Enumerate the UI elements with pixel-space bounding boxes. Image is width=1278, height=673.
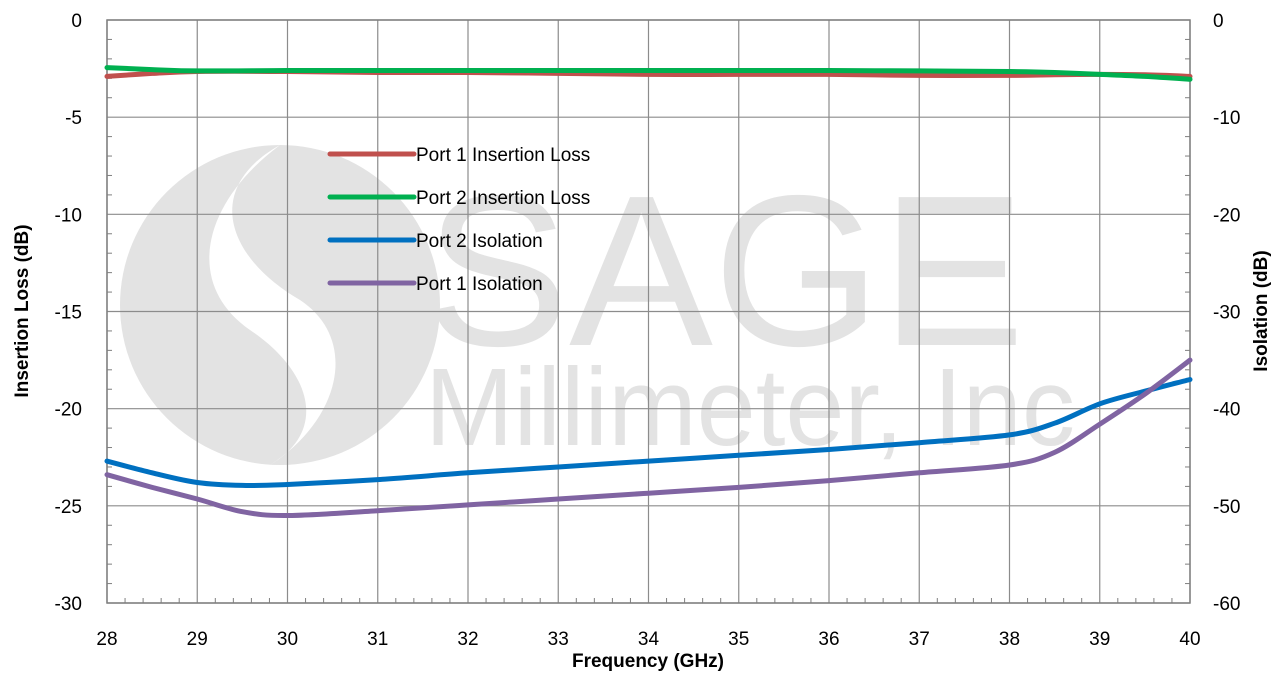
series-line-port-2-isolation (104, 377, 1193, 489)
y2-tick-label: -30 (1213, 303, 1240, 324)
x-axis-title: Frequency (GHz) (572, 651, 724, 672)
y-tick-label: -25 (55, 497, 82, 518)
series-line-port-2-insertion-loss (104, 65, 1193, 82)
y-axis-title: Insertion Loss (dB) (12, 224, 33, 397)
watermark-text-millimeter: Millimeter, Inc (425, 346, 1075, 469)
x-tick-label: 34 (638, 629, 660, 650)
y-tick-label: 0 (71, 11, 82, 32)
y-tick-label: -15 (55, 303, 82, 324)
legend-label-port-1-isolation: Port 1 Isolation (416, 274, 543, 295)
y2-tick-label: 0 (1213, 11, 1224, 32)
legend-label-port-2-insertion-loss: Port 2 Insertion Loss (416, 188, 590, 209)
watermark-text-sage: SAGE (425, 150, 1025, 391)
plot-border (106, 19, 1191, 604)
x-tick-label: 29 (187, 629, 208, 650)
y-tick-labels: 0 -5 -10 -15 -20 -25 -30 (55, 11, 82, 615)
y2-tick-label: -60 (1213, 594, 1240, 615)
x-tick-label: 32 (457, 629, 478, 650)
series-lines (104, 65, 1193, 519)
y2-tick-label: -10 (1213, 108, 1240, 129)
x-tick-label: 31 (367, 629, 388, 650)
legend: Port 1 Insertion Loss Port 2 Insertion Lo… (327, 145, 590, 295)
x-tick-label: 28 (96, 629, 117, 650)
y2-axis-title: Isolation (dB) (1251, 250, 1272, 371)
legend-label-port-2-isolation: Port 2 Isolation (416, 231, 543, 252)
y-tick-label: -5 (65, 108, 82, 129)
watermark-logo: SAGE Millimeter, Inc (120, 145, 1075, 469)
y2-tick-labels: 0 -10 -20 -30 -40 -50 -60 (1213, 11, 1240, 615)
x-tick-label: 38 (999, 629, 1020, 650)
legend-label-port-1-insertion-loss: Port 1 Insertion Loss (416, 145, 590, 166)
y2-tick-label: -20 (1213, 205, 1240, 226)
y2-tick-label: -50 (1213, 497, 1240, 518)
watermark-logo-swirl (209, 145, 336, 465)
minor-ticks (107, 38, 1190, 603)
y-tick-label: -30 (55, 594, 82, 615)
x-tick-label: 40 (1179, 629, 1200, 650)
x-tick-label: 30 (277, 629, 298, 650)
x-tick-label: 37 (909, 629, 930, 650)
x-tick-label: 36 (818, 629, 839, 650)
plot-area (104, 19, 1193, 604)
x-tick-label: 33 (548, 629, 569, 650)
x-tick-label: 35 (728, 629, 749, 650)
series-line-port-1-isolation (104, 357, 1193, 519)
x-tick-label: 39 (1089, 629, 1110, 650)
y-tick-label: -10 (55, 205, 82, 226)
y-tick-label: -20 (55, 400, 82, 421)
y2-tick-label: -40 (1213, 400, 1240, 421)
x-tick-labels: 28 29 30 31 32 33 34 35 36 37 38 39 40 (96, 629, 1200, 650)
